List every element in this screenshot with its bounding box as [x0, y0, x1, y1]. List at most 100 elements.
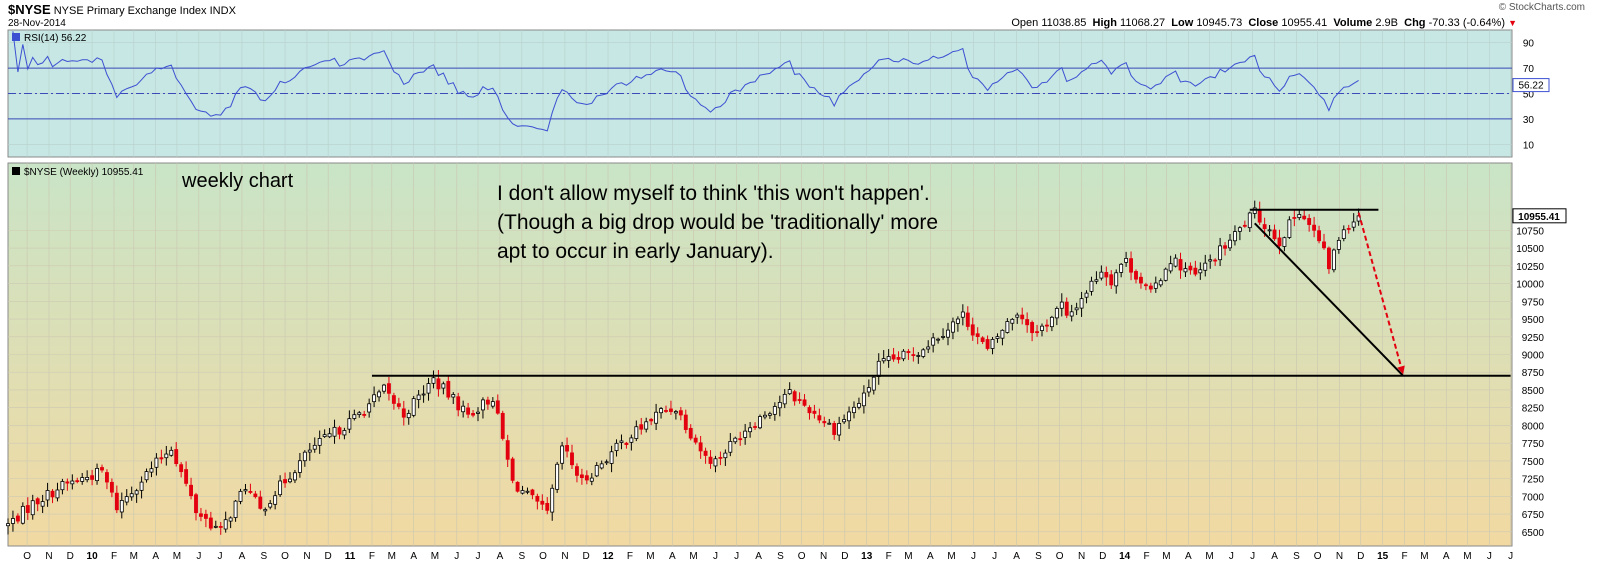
candle — [881, 350, 886, 364]
candle-body — [100, 467, 104, 471]
candle — [629, 434, 634, 451]
candle-body — [1153, 282, 1158, 289]
x-tick-label: J — [971, 551, 976, 562]
candle — [698, 436, 703, 459]
rsi-legend-swatch — [12, 33, 20, 41]
candle-body — [1074, 307, 1079, 311]
candle — [248, 483, 253, 495]
candle — [184, 461, 189, 487]
candle-body — [233, 500, 238, 518]
candle — [520, 485, 525, 495]
x-tick-label: D — [583, 551, 590, 562]
candle — [75, 477, 80, 484]
candle — [1064, 297, 1069, 319]
candle — [1049, 315, 1054, 332]
candle-body — [896, 357, 901, 360]
x-tick-label: O — [1314, 551, 1322, 562]
candle — [1010, 317, 1015, 331]
price-tick-label: 10500 — [1516, 244, 1544, 255]
candle-body — [347, 418, 352, 430]
high-value: 11068.27 — [1120, 17, 1166, 29]
candle-body — [1064, 301, 1069, 316]
x-tick-label: O — [23, 551, 31, 562]
candle — [1247, 211, 1252, 232]
candle — [11, 510, 15, 532]
candle — [708, 450, 713, 469]
candle — [1218, 237, 1223, 267]
candle-body — [1322, 241, 1326, 249]
candle — [253, 490, 258, 499]
candle — [1148, 282, 1153, 293]
price-tick-label: 9000 — [1522, 351, 1545, 362]
candle-body — [634, 426, 639, 439]
candle — [416, 390, 421, 409]
candle-body — [1297, 214, 1302, 218]
candle-body — [955, 318, 960, 324]
price-tick-label: 10750 — [1516, 226, 1544, 237]
candle-body — [619, 440, 624, 443]
candle — [357, 410, 362, 418]
candle — [906, 348, 911, 360]
candle-body — [1223, 245, 1227, 249]
candle — [436, 369, 441, 397]
candle-body — [30, 500, 35, 516]
candle-body — [664, 410, 668, 412]
candle-body — [55, 489, 60, 499]
candle — [584, 470, 589, 485]
candle — [1124, 251, 1129, 267]
candle — [970, 317, 975, 341]
candle-body — [476, 411, 480, 414]
candle-body — [728, 441, 733, 453]
x-tick-label: F — [627, 551, 633, 562]
x-tick-label: S — [1035, 551, 1042, 562]
candle — [179, 462, 184, 478]
candle — [406, 409, 411, 425]
ohlc-readout: Open 11038.85 High 11068.27 Low 10945.73… — [1011, 17, 1517, 29]
candle-body — [1114, 272, 1119, 287]
candle — [332, 419, 337, 444]
candle — [312, 437, 317, 453]
x-tick-label: A — [497, 551, 504, 562]
candle-body — [812, 410, 817, 414]
candle — [1030, 320, 1035, 342]
candle — [80, 472, 85, 485]
candle-body — [35, 498, 40, 505]
candle-body — [139, 481, 144, 491]
candle — [703, 447, 708, 464]
candle-body — [426, 383, 431, 394]
candle — [540, 494, 545, 511]
candle-body — [951, 321, 955, 333]
x-tick-label: S — [777, 551, 784, 562]
candle-body — [1119, 263, 1124, 273]
candle — [852, 401, 856, 419]
candle — [832, 420, 837, 440]
candle-body — [431, 377, 436, 384]
candle-body — [980, 337, 985, 342]
candle-body — [807, 407, 812, 414]
candle — [797, 392, 802, 404]
candle-body — [495, 400, 500, 414]
candle — [728, 433, 733, 457]
candle — [288, 472, 292, 484]
candle-body — [772, 406, 777, 415]
x-tick-label: F — [886, 551, 892, 562]
candle-body — [357, 412, 362, 415]
candle-body — [75, 480, 80, 483]
candle — [931, 332, 936, 353]
candle — [1317, 225, 1321, 244]
candle-body — [60, 481, 65, 491]
candle — [1292, 209, 1297, 227]
candle — [391, 392, 396, 410]
candle-body — [65, 481, 70, 484]
candle — [174, 442, 179, 467]
candle-body — [1257, 208, 1262, 223]
candle — [85, 470, 90, 483]
x-tick-label: D — [1099, 551, 1106, 562]
candle — [510, 456, 515, 484]
candle-body — [1312, 224, 1317, 231]
candle — [446, 375, 451, 400]
candle — [342, 427, 347, 440]
candle-body — [609, 451, 614, 464]
x-tick-label: M — [1162, 551, 1170, 562]
candle-body — [1242, 224, 1247, 227]
